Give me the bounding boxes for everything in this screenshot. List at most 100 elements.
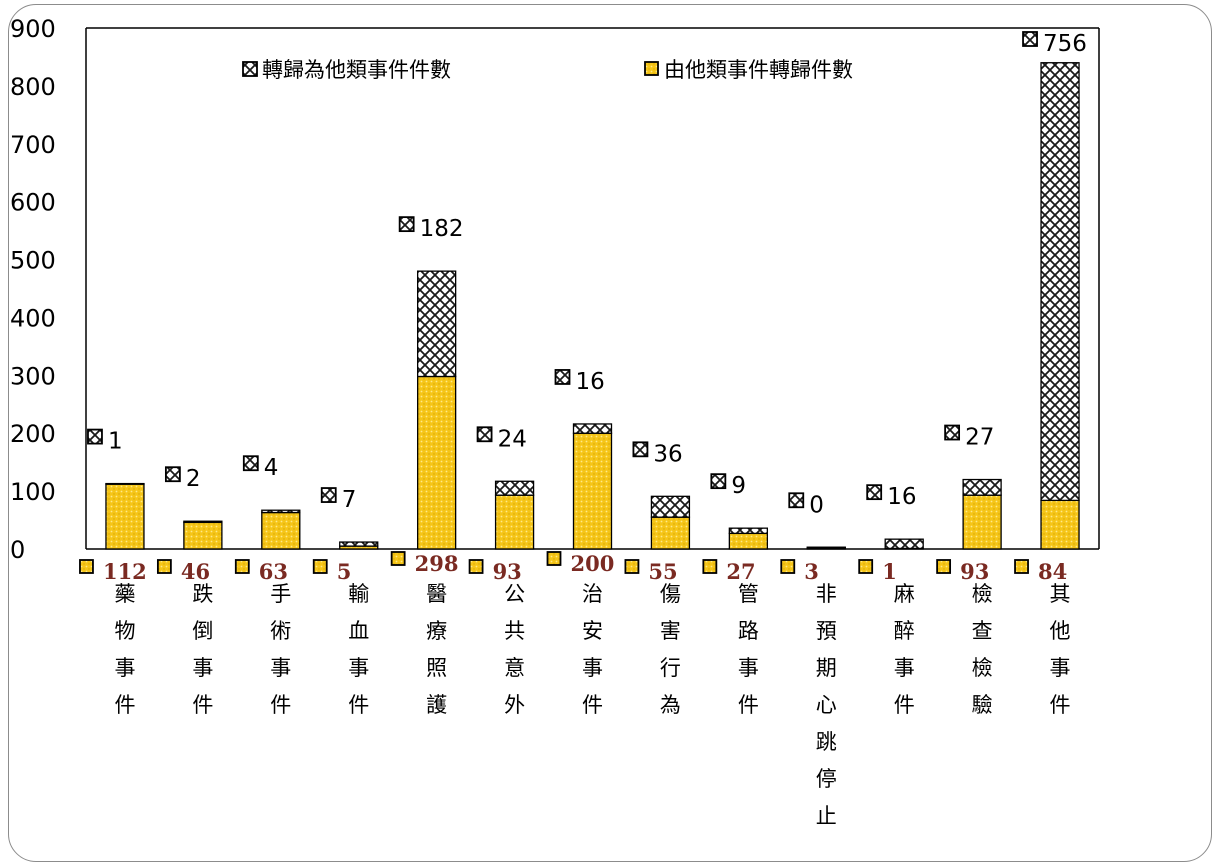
data-label-top: 0 xyxy=(809,492,824,518)
category-label-char: 事 xyxy=(270,656,291,680)
y-tick-label: 800 xyxy=(10,73,56,101)
category-label-char: 管 xyxy=(738,582,759,606)
legend-marker-cross xyxy=(242,61,258,77)
category-label-char: 驗 xyxy=(972,693,993,717)
bar-segment-bottom xyxy=(261,511,301,550)
y-tick-label: 0 xyxy=(10,536,25,564)
category-label-char: 非 xyxy=(816,582,837,606)
label-marker-cross xyxy=(788,492,805,509)
data-label-top: 2 xyxy=(186,466,201,492)
bar-segment-top xyxy=(105,482,145,485)
y-tick-label: 900 xyxy=(10,15,56,43)
category-label-char: 件 xyxy=(582,693,603,717)
bar-segment-bottom xyxy=(417,375,457,550)
category-label-char: 醉 xyxy=(894,619,915,643)
category-label-char: 停 xyxy=(816,767,837,791)
label-marker-cross xyxy=(554,369,571,385)
label-marker-cross xyxy=(866,484,883,501)
bar-segment-bottom xyxy=(962,494,1002,550)
bar-segment-bottom xyxy=(494,494,535,550)
category-label-char: 護 xyxy=(426,693,447,717)
label-marker-cross xyxy=(632,441,649,458)
bar-segment-bottom xyxy=(572,432,613,550)
category-label-char: 件 xyxy=(1050,693,1071,717)
category-label-char: 醫 xyxy=(426,582,447,606)
category-label-char: 路 xyxy=(738,619,759,643)
category-label-char: 件 xyxy=(738,693,759,717)
data-label-top: 9 xyxy=(731,473,746,499)
data-label-bottom: 1 xyxy=(882,559,897,584)
data-label-bottom: 5 xyxy=(337,559,352,584)
y-tick-label: 400 xyxy=(10,304,56,332)
category-label-char: 查 xyxy=(972,619,993,643)
bar-segment-top xyxy=(417,270,457,378)
legend: 轉歸為他類事件件數 由他類事件轉歸件數 xyxy=(242,58,853,82)
category-label-char: 輸 xyxy=(348,582,369,606)
label-marker-cross xyxy=(710,473,727,490)
bar-segment-top xyxy=(650,495,691,518)
category-label-char: 件 xyxy=(114,693,135,717)
data-label-top: 16 xyxy=(576,369,605,395)
data-label-top: 1 xyxy=(108,429,123,455)
label-marker-cross xyxy=(320,487,337,503)
bar-segment-bottom xyxy=(1040,499,1080,550)
category-label-char: 療 xyxy=(426,619,447,643)
category-label-char: 害 xyxy=(660,619,681,643)
data-label-top: 36 xyxy=(653,441,682,467)
category-label-char: 件 xyxy=(348,693,369,717)
label-marker-dots xyxy=(546,551,562,566)
category-label-char: 倒 xyxy=(192,619,213,643)
label-marker-cross xyxy=(87,428,103,445)
category-label-char: 血 xyxy=(348,619,369,643)
category-label-char: 事 xyxy=(738,656,759,680)
category-label-char: 為 xyxy=(660,693,681,717)
data-label-bottom: 55 xyxy=(648,559,677,584)
bar-segment-top xyxy=(339,541,379,547)
category-label-char: 藥 xyxy=(114,582,135,606)
data-label-top: 27 xyxy=(965,425,994,451)
y-tick-label: 100 xyxy=(10,478,56,506)
category-label-char: 件 xyxy=(270,693,291,717)
label-marker-cross xyxy=(398,216,415,233)
label-marker-cross xyxy=(164,466,181,483)
bar-segment-bottom xyxy=(728,532,768,550)
category-label-char: 事 xyxy=(1050,656,1071,680)
bar-segment-top xyxy=(494,480,535,496)
label-marker-cross xyxy=(1022,31,1038,47)
data-label-bottom: 27 xyxy=(726,559,755,584)
category-label-char: 心 xyxy=(816,693,837,717)
bar-segment-top xyxy=(806,546,846,549)
label-marker-dots xyxy=(312,559,328,574)
bar-segment-top xyxy=(1040,62,1080,502)
category-label-char: 意 xyxy=(504,656,525,680)
category-label-char: 檢 xyxy=(972,582,993,606)
label-marker-dots xyxy=(156,559,172,574)
y-tick-label: 700 xyxy=(10,131,56,159)
data-label-bottom: 112 xyxy=(103,559,147,584)
data-label-top: 4 xyxy=(264,455,279,481)
label-marker-dots xyxy=(1014,559,1029,574)
y-tick-label: 500 xyxy=(10,247,56,275)
data-label-bottom: 298 xyxy=(415,551,459,576)
legend-label-bottom-series: 由他類事件轉歸件數 xyxy=(664,58,853,82)
bar-segment-bottom xyxy=(650,516,691,550)
bar-segment-bottom xyxy=(105,483,145,550)
data-labels: 1 112 2 46 4 63 7 5 182 298 24 93 16 200 36 55 9 27 0 3 16 1 2… xyxy=(79,31,1087,584)
label-marker-cross xyxy=(476,426,493,443)
label-marker-dots xyxy=(858,559,874,574)
label-marker-dots xyxy=(234,559,250,574)
category-label-char: 事 xyxy=(348,656,369,680)
category-label-char: 照 xyxy=(426,656,447,680)
y-tick-label: 200 xyxy=(10,420,56,448)
category-label-char: 事 xyxy=(582,656,603,680)
category-label-char: 件 xyxy=(192,693,213,717)
label-marker-dots xyxy=(702,559,718,574)
data-label-top: 756 xyxy=(1043,31,1087,57)
category-label-char: 行 xyxy=(660,656,681,680)
bar-segment-top xyxy=(261,509,301,514)
bar-segment-top xyxy=(962,478,1002,496)
data-label-bottom: 3 xyxy=(804,559,819,584)
data-label-bottom: 200 xyxy=(571,551,615,576)
data-label-top: 24 xyxy=(498,426,527,452)
